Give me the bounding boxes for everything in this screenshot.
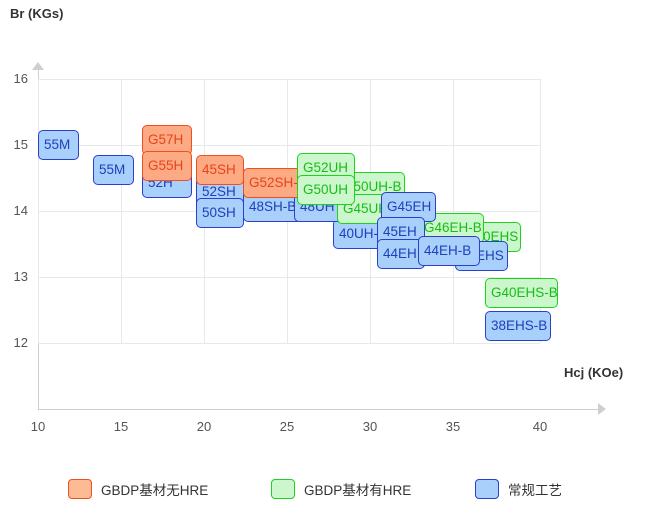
x-axis-title: Hcj (KOe): [564, 365, 624, 380]
legend-swatch-orange: [68, 479, 92, 499]
gridline-h-4: [38, 343, 540, 344]
data-label-45sh[interactable]: 45SH: [196, 155, 244, 185]
gridline-v-6: [540, 79, 541, 343]
data-label-g55h[interactable]: G55H: [142, 151, 192, 181]
x-tick-20: 20: [196, 419, 212, 434]
chart-legend: GBDP基材无HRE GBDP基材有HRE 常规工艺: [0, 476, 645, 508]
x-tick-30: 30: [362, 419, 378, 434]
y-tick-13: 13: [13, 269, 28, 284]
data-label-50sh[interactable]: 50SH: [196, 198, 244, 228]
legend-label-0: GBDP基材无HRE: [101, 483, 209, 498]
x-axis-line: [38, 409, 603, 410]
gridline-v-5: [453, 79, 454, 343]
legend-item-2[interactable]: 常规工艺: [475, 476, 562, 502]
legend-swatch-green: [271, 479, 295, 499]
x-tick-25: 25: [279, 419, 295, 434]
y-axis-arrow-icon: [32, 62, 44, 70]
data-label-38ehs-b[interactable]: 38EHS-B: [485, 311, 551, 341]
x-tick-40: 40: [532, 419, 548, 434]
y-tick-15: 15: [13, 137, 28, 152]
data-label-55m[interactable]: 55M: [93, 155, 134, 185]
data-label-44eh-b[interactable]: 44EH-B: [418, 236, 480, 266]
y-tick-16: 16: [13, 71, 28, 86]
legend-label-1: GBDP基材有HRE: [304, 483, 412, 498]
x-tick-15: 15: [113, 419, 129, 434]
x-tick-10: 10: [30, 419, 46, 434]
gridline-h-3: [38, 277, 540, 278]
y-tick-14: 14: [13, 203, 28, 218]
data-label-44eh[interactable]: 44EH: [377, 239, 425, 269]
gridline-v-0: [38, 79, 39, 343]
legend-item-1[interactable]: GBDP基材有HRE: [271, 476, 411, 502]
y-axis-title: Br (KGs): [10, 6, 64, 21]
legend-swatch-blue: [475, 479, 499, 499]
data-label-g57h[interactable]: G57H: [142, 125, 192, 155]
x-tick-35: 35: [445, 419, 461, 434]
data-label-g50uh[interactable]: G50UH: [297, 175, 355, 205]
gridline-h-0: [38, 79, 540, 80]
x-axis-arrow-icon: [598, 403, 606, 415]
data-label-55m[interactable]: 55M: [38, 130, 79, 160]
y-tick-12: 12: [13, 335, 28, 350]
legend-label-2: 常规工艺: [508, 483, 562, 498]
gridline-v-1: [121, 79, 122, 343]
data-label-g40ehs-b[interactable]: G40EHS-B: [485, 278, 558, 308]
legend-item-0[interactable]: GBDP基材无HRE: [68, 476, 208, 502]
gridline-h-1: [38, 145, 540, 146]
